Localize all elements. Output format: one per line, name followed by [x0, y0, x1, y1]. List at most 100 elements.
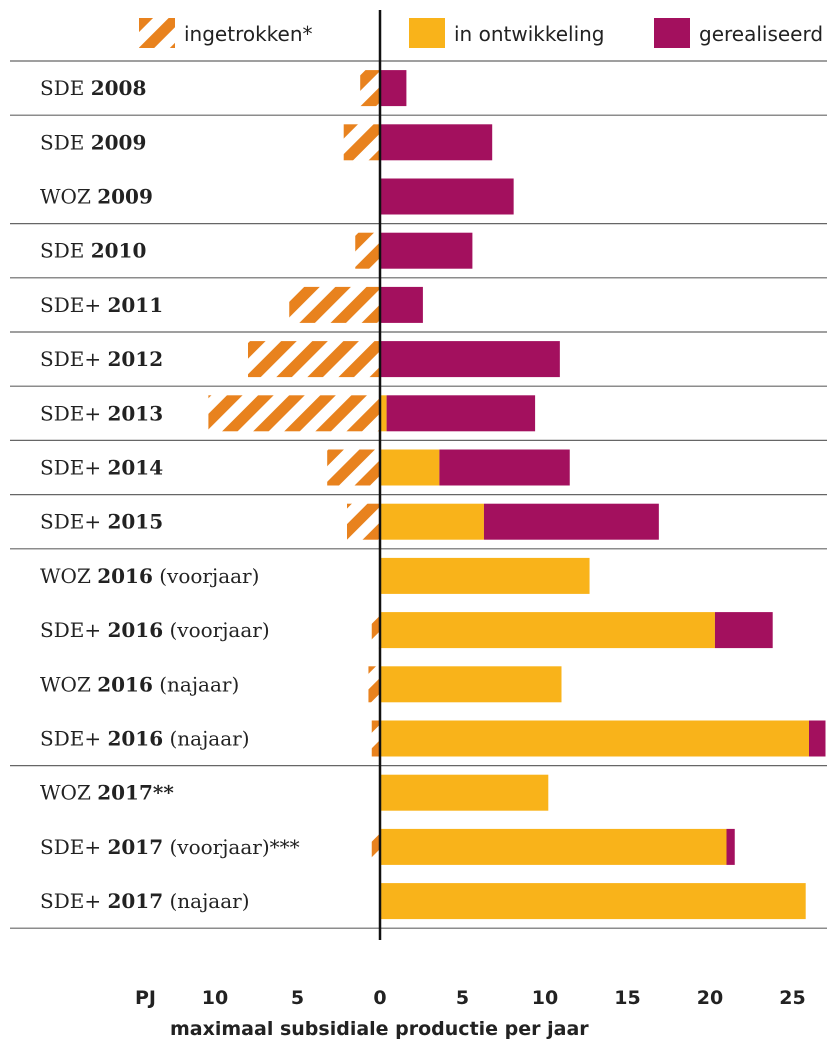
bar-ingetrokken-sde-2017-voorjaar [371, 828, 380, 865]
bar-in-ontwikkeling-woz-2016-voorjaar [380, 557, 590, 594]
category-suffix: (voorjaar)*** [163, 835, 300, 859]
category-scheme: SDE [40, 130, 91, 154]
bars [208, 70, 826, 920]
legend-swatch-ingetrokken [139, 18, 175, 48]
bar-in-ontwikkeling-woz-2016-najaar [380, 666, 562, 703]
bar-gerealiseerd-sde-2013 [386, 395, 536, 432]
bar-in-ontwikkeling-sde-2013 [380, 395, 387, 432]
bar-in-ontwikkeling-woz-2017 [380, 774, 549, 811]
category-label: WOZ 2016 (voorjaar) [40, 564, 259, 588]
category-scheme: WOZ [40, 564, 97, 588]
category-year: 2017** [97, 781, 174, 805]
bar-in-ontwikkeling-sde-2016-voorjaar [380, 612, 715, 649]
category-scheme: SDE+ [40, 510, 107, 534]
bar-in-ontwikkeling-sde-2014 [380, 449, 440, 486]
category-label: SDE+ 2016 (voorjaar) [40, 618, 270, 642]
bar-ingetrokken-woz-2016-najaar [368, 666, 380, 703]
category-scheme: SDE+ [40, 618, 107, 642]
bar-ingetrokken-sde-2016-najaar [371, 720, 380, 757]
bar-ingetrokken-sde-2011 [289, 286, 380, 323]
bar-in-ontwikkeling-sde-2017-voorjaar [380, 828, 727, 865]
category-label: SDE+ 2013 [40, 401, 163, 425]
x-tick-label: 10 [202, 987, 228, 1009]
legend-swatch-gerealiseerd [654, 18, 690, 48]
legend-label-ingetrokken: ingetrokken* [184, 22, 313, 46]
category-year: 2017 [107, 889, 163, 913]
x-tick-label: 5 [291, 987, 304, 1009]
bar-in-ontwikkeling-sde-2015 [380, 503, 484, 540]
category-scheme: SDE+ [40, 347, 107, 371]
bar-gerealiseerd-sde-2011 [380, 286, 423, 323]
x-axis-ticks: 10 5 0 5 10 15 20 25 [202, 987, 806, 1009]
category-scheme: SDE [40, 239, 91, 263]
category-label: SDE+ 2015 [40, 510, 163, 534]
category-label: SDE+ 2016 (najaar) [40, 727, 250, 751]
category-label: SDE+ 2011 [40, 293, 163, 317]
category-scheme: SDE [40, 76, 91, 100]
category-label: WOZ 2009 [40, 185, 153, 209]
category-year: 2017 [107, 835, 163, 859]
category-year: 2009 [97, 185, 153, 209]
legend-swatch-in-ontwikkeling [409, 18, 445, 48]
category-suffix: (najaar) [163, 889, 249, 913]
x-tick-label: 0 [373, 987, 386, 1009]
x-tick-label: 20 [697, 987, 723, 1009]
x-tick-label: 25 [779, 987, 805, 1009]
category-scheme: SDE+ [40, 456, 107, 480]
category-year: 2012 [107, 347, 163, 371]
bar-ingetrokken-sde-2015 [347, 503, 380, 540]
category-year: 2010 [91, 239, 147, 263]
category-scheme: WOZ [40, 781, 97, 805]
category-year: 2011 [107, 293, 163, 317]
category-label: SDE+ 2017 (voorjaar)*** [40, 835, 300, 859]
bar-gerealiseerd-sde-2008 [380, 70, 407, 107]
bar-ingetrokken-sde-2012 [248, 341, 380, 378]
bar-ingetrokken-sde-2010 [355, 232, 380, 269]
category-label: WOZ 2016 (najaar) [40, 672, 239, 696]
x-tick-label: 5 [456, 987, 469, 1009]
category-scheme: WOZ [40, 185, 97, 209]
x-axis-unit: PJ [135, 987, 156, 1009]
bar-in-ontwikkeling-sde-2017-najaar [380, 883, 806, 920]
bar-gerealiseerd-sde-2015 [483, 503, 659, 540]
bar-ingetrokken-sde-2013 [208, 395, 380, 432]
category-suffix: (najaar) [163, 727, 249, 751]
bar-gerealiseerd-woz-2009 [380, 178, 514, 215]
bar-ingetrokken-sde-2016-voorjaar [371, 612, 380, 649]
category-year: 2013 [107, 401, 163, 425]
bar-ingetrokken-sde-2009 [343, 124, 380, 161]
category-scheme: WOZ [40, 672, 97, 696]
category-suffix: (voorjaar) [163, 618, 270, 642]
bar-gerealiseerd-sde-2016-najaar [809, 720, 826, 757]
category-scheme: SDE+ [40, 835, 107, 859]
category-scheme: SDE+ [40, 401, 107, 425]
category-year: 2016 [107, 727, 163, 751]
category-year: 2016 [97, 564, 153, 588]
category-scheme: SDE+ [40, 293, 107, 317]
category-label: SDE+ 2017 (najaar) [40, 889, 250, 913]
chart-legend: ingetrokken* in ontwikkeling gerealiseer… [139, 18, 823, 48]
bar-gerealiseerd-sde-2010 [380, 232, 473, 269]
category-label: SDE+ 2014 [40, 456, 163, 480]
bar-gerealiseerd-sde-2012 [380, 341, 560, 378]
bar-in-ontwikkeling-sde-2016-najaar [380, 720, 809, 757]
x-tick-label: 15 [614, 987, 640, 1009]
legend-label-gerealiseerd: gerealiseerd [699, 22, 823, 46]
category-label: SDE+ 2012 [40, 347, 163, 371]
x-tick-label: 10 [532, 987, 558, 1009]
category-year: 2014 [107, 456, 163, 480]
x-axis-label: maximaal subsidiale productie per jaar [170, 1018, 589, 1040]
bar-gerealiseerd-sde-2017-voorjaar [726, 828, 735, 865]
bar-ingetrokken-sde-2014 [327, 449, 380, 486]
category-year: 2016 [107, 618, 163, 642]
category-suffix: (najaar) [153, 672, 239, 696]
x-axis: PJ 10 5 0 5 10 15 20 25 maximaal subsidiale pro… [135, 987, 806, 1040]
bar-gerealiseerd-sde-2014 [439, 449, 570, 486]
category-label: WOZ 2017** [40, 781, 174, 805]
category-year: 2008 [91, 76, 147, 100]
category-scheme: SDE+ [40, 889, 107, 913]
category-label: SDE 2008 [40, 76, 146, 100]
category-suffix: (voorjaar) [153, 564, 260, 588]
